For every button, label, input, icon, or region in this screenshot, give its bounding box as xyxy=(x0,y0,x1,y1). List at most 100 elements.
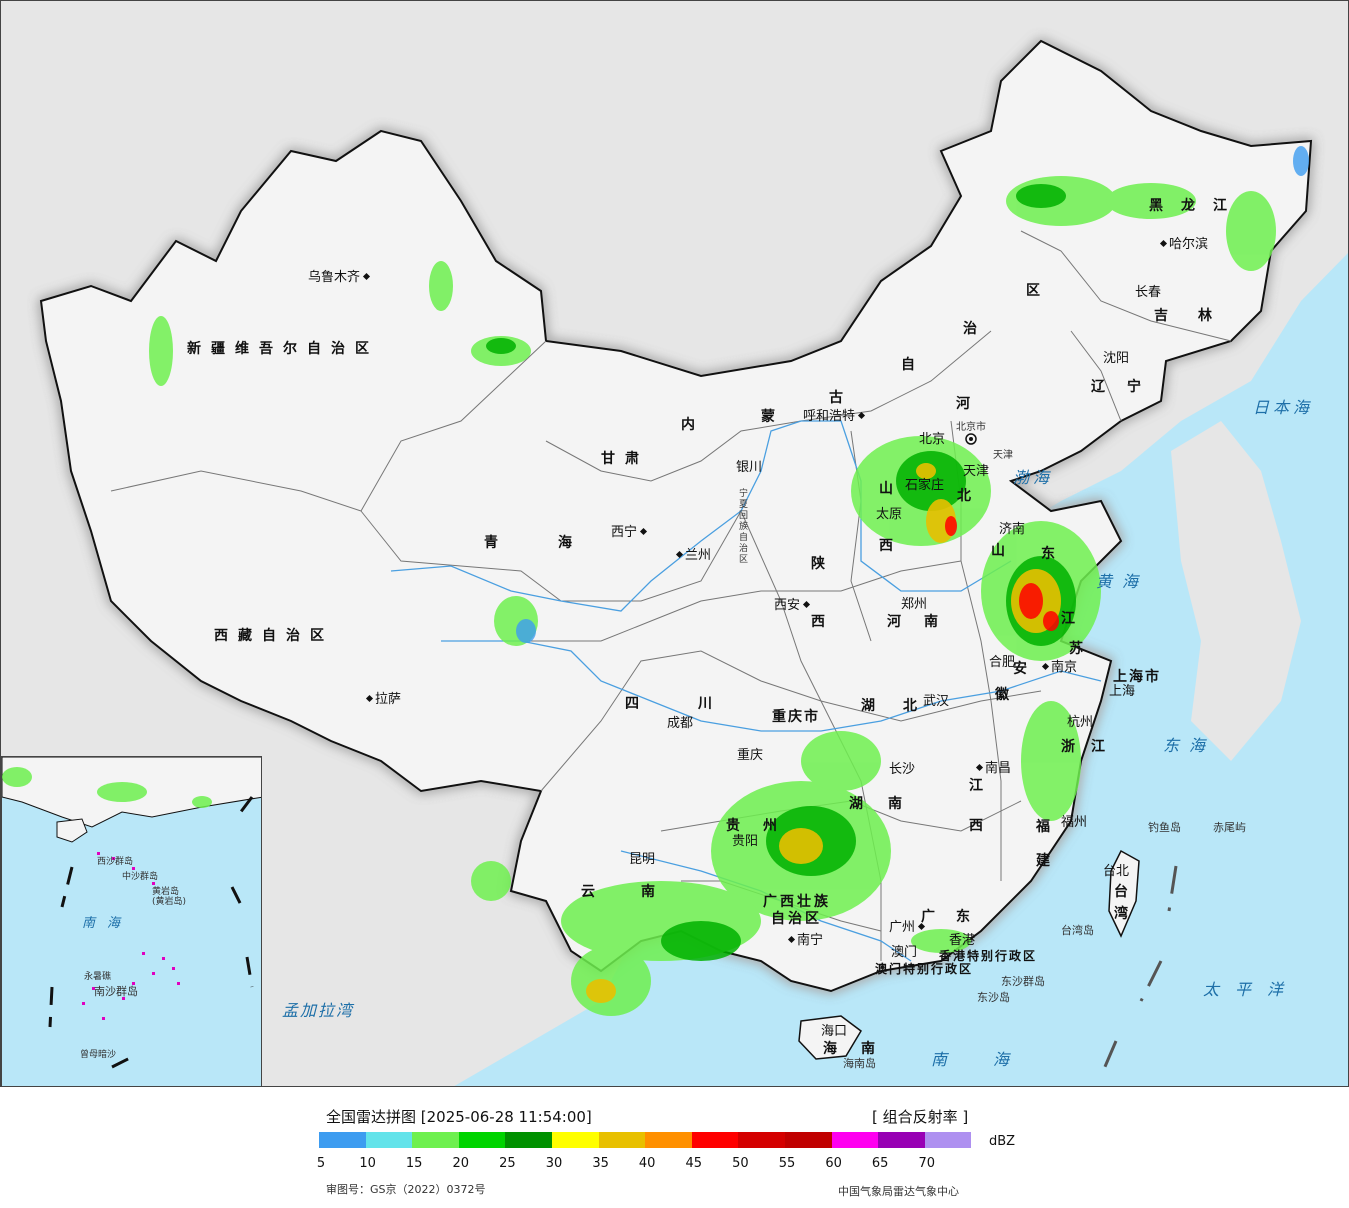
scale-swatch-7 xyxy=(645,1132,692,1148)
province-gansu: 甘肃 xyxy=(601,451,649,467)
city-urumqi: 乌鲁木齐 xyxy=(308,271,372,285)
city-macau: 澳门 xyxy=(891,945,918,960)
province-sichuan-1: 四 xyxy=(625,696,649,712)
city-shenyang: 沈阳 xyxy=(1103,351,1130,366)
city-nanchang: 南昌 xyxy=(975,762,1011,776)
inset-zhongsha: 中沙群岛 xyxy=(122,872,159,882)
city-lanzhou: 兰州 xyxy=(675,549,711,563)
scale-swatch-8 xyxy=(691,1132,739,1148)
city-lhasa: 拉萨 xyxy=(365,693,401,707)
product-name: [ 组合反射率 ] xyxy=(872,1108,969,1126)
sea-japan: 日本海 xyxy=(1253,398,1314,417)
inset-map xyxy=(2,757,261,1069)
inset-yongshu: 永暑礁 xyxy=(84,972,112,982)
city-beijing: 北京 xyxy=(919,432,946,447)
province-yunnan-1: 云 xyxy=(581,884,605,900)
island-chiwei: 赤尾屿 xyxy=(1213,821,1246,834)
scale-tick-50: 50 xyxy=(732,1156,749,1171)
province-qinghai: 青海 xyxy=(484,535,632,551)
province-henan-1: 河 xyxy=(887,614,911,630)
scale-swatch-4 xyxy=(505,1132,552,1148)
scale-swatch-13 xyxy=(924,1132,972,1148)
scale-swatch-1 xyxy=(365,1132,413,1148)
province-ningxia: 宁夏回族自治区 xyxy=(739,489,749,565)
city-yinchuan: 银川 xyxy=(736,460,763,475)
south-china-sea-inset: 南海 中沙群岛 黄岩岛 (黄岩岛) 西沙群岛 永暑礁 南沙群岛 曾母暗沙 xyxy=(1,756,262,1086)
province-jiangsu-2: 苏 xyxy=(1069,641,1093,657)
province-guizhou-1: 贵 xyxy=(726,818,750,834)
scale-swatch-9 xyxy=(738,1132,785,1148)
city-zhengzhou: 郑州 xyxy=(901,597,928,612)
island-diaoyu: 钓鱼岛 xyxy=(1148,821,1181,834)
province-jiangxi-2: 西 xyxy=(969,818,993,834)
map-title: 全国雷达拼图 [2025-06-28 11:54:00] xyxy=(326,1108,592,1126)
province-jiangxi-1: 江 xyxy=(969,778,993,794)
inset-huangyan-paren: (黄岩岛) xyxy=(152,897,187,907)
credit: 中国气象局雷达气象中心 xyxy=(838,1185,959,1198)
city-haikou: 海口 xyxy=(821,1024,848,1039)
scale-tick-35: 35 xyxy=(592,1156,609,1171)
sea-bohai: 渤海 xyxy=(1013,468,1054,487)
city-guiyang: 贵阳 xyxy=(732,834,759,849)
sea-south: 南海 xyxy=(931,1050,1056,1069)
province-xinjiang: 新疆维吾尔自治区 xyxy=(187,341,379,357)
scale-tick-30: 30 xyxy=(545,1156,563,1171)
sea-bengal: 孟加拉湾 xyxy=(282,1001,355,1020)
island-dongsha-group: 东沙群岛 xyxy=(1001,975,1045,988)
inset-nansha: 南沙群岛 xyxy=(94,985,138,998)
city-taiyuan: 太原 xyxy=(876,507,903,522)
province-heilongjiang: 黑龙江 xyxy=(1149,198,1245,214)
province-hongkong: 香港特别行政区 xyxy=(939,949,1038,963)
sea-pacific: 太平洋 xyxy=(1203,980,1300,999)
province-fujian-2: 建 xyxy=(1036,853,1060,869)
province-shandong-2: 东 xyxy=(1041,546,1065,562)
city-changchun: 长春 xyxy=(1135,285,1162,300)
province-shanxi-2: 西 xyxy=(879,538,903,554)
province-guangdong-2: 东 xyxy=(956,909,980,925)
province-neimenggu-2: 蒙 xyxy=(761,409,785,425)
province-neimenggu-3: 古 xyxy=(829,390,853,406)
color-scale xyxy=(319,1132,972,1148)
scale-unit: dBZ xyxy=(989,1134,1016,1149)
province-taiwan: 台湾 xyxy=(1114,884,1128,922)
province-neimenggu-6: 区 xyxy=(1026,283,1050,299)
scale-swatch-5 xyxy=(551,1132,599,1148)
province-shanghai: 上海市 xyxy=(1113,669,1161,685)
scale-tick-60: 60 xyxy=(825,1156,842,1171)
province-fujian-1: 福 xyxy=(1036,819,1060,835)
scale-tick-15: 15 xyxy=(405,1156,423,1171)
inset-sea-south: 南海 xyxy=(82,916,133,931)
scale-swatch-10 xyxy=(784,1132,832,1148)
province-henan-2: 南 xyxy=(924,614,948,630)
province-hebei-1: 河 xyxy=(956,396,980,412)
province-chongqing: 重庆市 xyxy=(772,709,820,725)
radar-map[interactable]: 新疆维吾尔自治区 西藏自治区 青海 甘肃 内 蒙 古 自 治 区 黑龙江 吉林 … xyxy=(0,0,1349,1087)
province-shaanxi-1: 陕 xyxy=(811,556,835,572)
scale-swatch-6 xyxy=(598,1132,646,1148)
province-hainan-1: 海 xyxy=(823,1041,847,1057)
city-chongqing: 重庆 xyxy=(737,748,764,763)
city-guangzhou: 广州 xyxy=(889,921,927,935)
city-xian: 西安 xyxy=(774,599,812,613)
scale-tick-55: 55 xyxy=(778,1156,796,1171)
province-shandong-1: 山 xyxy=(991,543,1015,559)
city-nanjing: 南京 xyxy=(1041,661,1077,675)
scale-tick-5: 5 xyxy=(316,1156,326,1171)
province-neimenggu-5: 治 xyxy=(963,321,987,337)
island-taiwan: 台湾岛 xyxy=(1061,924,1094,937)
scale-swatch-12 xyxy=(878,1132,925,1148)
inset-xisha: 西沙群岛 xyxy=(97,857,134,867)
island-dongsha: 东沙岛 xyxy=(977,991,1010,1004)
city-fuzhou: 福州 xyxy=(1061,815,1088,830)
province-hebei-2: 北 xyxy=(957,488,981,504)
scale-swatch-3 xyxy=(458,1132,506,1148)
inset-zengmu: 曾母暗沙 xyxy=(80,1050,117,1060)
city-chengdu: 成都 xyxy=(667,716,694,731)
province-jilin: 吉林 xyxy=(1154,308,1242,324)
scale-tick-70: 70 xyxy=(918,1156,936,1171)
city-kunming: 昆明 xyxy=(629,852,656,867)
province-hubei-1: 湖 xyxy=(861,698,885,714)
map-base xyxy=(1,1,1348,1086)
city-shanghai: 上海 xyxy=(1109,684,1136,699)
city-hefei: 合肥 xyxy=(989,655,1016,670)
